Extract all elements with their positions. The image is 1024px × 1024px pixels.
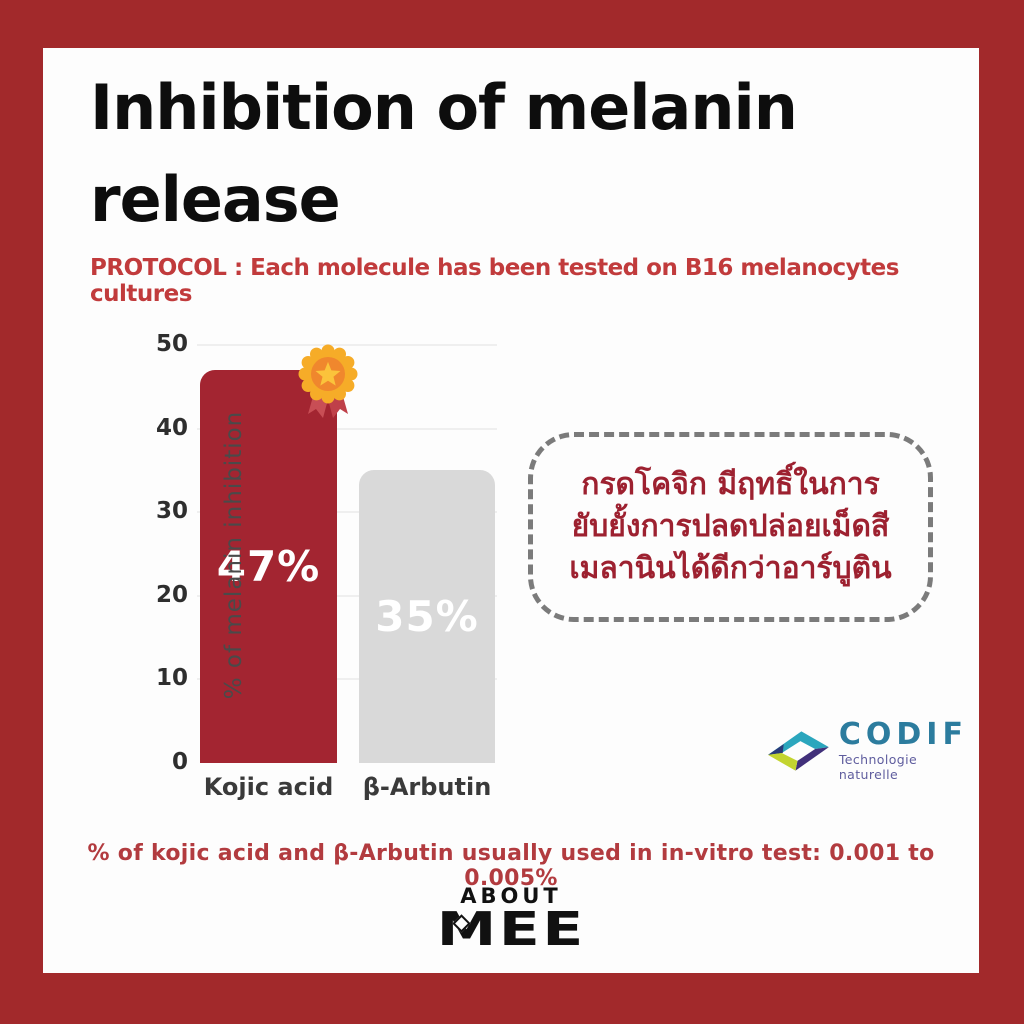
bar-value-label: 47% (216, 542, 321, 592)
y-tick-50: 50 (155, 331, 188, 357)
gridline-40 (197, 427, 497, 430)
award-medal-icon (298, 344, 358, 418)
codif-wordmark: CODIF (838, 717, 968, 752)
codif-diamond-icon (768, 731, 829, 771)
page-title-line1: Inhibition of melanin (90, 71, 798, 144)
y-tick-20: 20 (155, 581, 188, 608)
callout-line: ยับยั้งการปลดปล่อยเม็ดสี (571, 509, 890, 544)
callout-line: กรดโคจิก มีฤทธิ์ในการ (581, 467, 880, 502)
protocol-subtitle: PROTOCOL : Each molecule has been tested… (90, 255, 899, 307)
gridline-30 (197, 511, 497, 514)
y-tick-30: 30 (155, 498, 188, 525)
y-tick-0: 0 (171, 749, 188, 775)
y-tick-10: 10 (155, 665, 188, 692)
page-title-line2: release (90, 163, 341, 236)
y-tick-40: 40 (155, 414, 188, 441)
bar-value-label: 35% (375, 592, 479, 642)
about-mee-logo: ABOUT MEE (43, 884, 979, 952)
y-axis-title: % of melanin inhibition (221, 410, 247, 700)
codif-logo: CODIF Technologie naturelle (768, 720, 978, 782)
bar-Kojic acid: 47% (200, 370, 337, 763)
category-label-Kojic acid: Kojic acid (203, 773, 334, 801)
gridline-20 (197, 594, 497, 597)
bar-β-Arbutin: 35% (359, 470, 495, 763)
category-label-β-Arbutin: β-Arbutin (362, 773, 492, 801)
callout-line: เมลานินได้ดีกว่าอาร์บูติน (569, 551, 892, 586)
gridline-50 (197, 344, 497, 346)
footnote: % of kojic acid and β-Arbutin usually us… (87, 841, 935, 891)
page-title: Inhibition of melanin release (90, 62, 950, 246)
content-panel (43, 48, 979, 973)
brand-about-text: ABOUT (460, 884, 562, 908)
gridline-10 (197, 678, 497, 681)
codif-tagline: Technologie naturelle (838, 752, 918, 782)
callout-box: กรดโคจิก มีฤทธิ์ในการ ยับยั้งการปลดปล่อย… (528, 432, 933, 622)
